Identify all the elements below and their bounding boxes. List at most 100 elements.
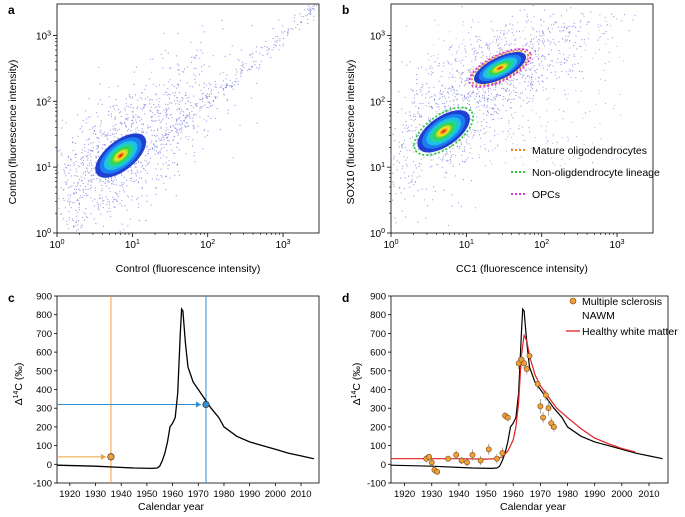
scatter-point [495, 96, 497, 98]
scatter-point [84, 146, 86, 148]
scatter-point [486, 122, 488, 124]
scatter-point [455, 38, 457, 40]
scatter-point [131, 195, 133, 197]
scatter-point [177, 123, 179, 125]
scatter-point [486, 42, 488, 44]
scatter-point [542, 55, 545, 57]
scatter-point [569, 68, 571, 71]
scatter-point [241, 65, 243, 67]
guide-arrowhead [100, 453, 106, 460]
scatter-point [491, 119, 493, 121]
scatter-point [567, 26, 569, 28]
scatter-point [111, 177, 113, 179]
scatter-point [492, 149, 494, 151]
scatter-point [443, 105, 445, 107]
scatter-point [157, 163, 159, 165]
scatter-point [88, 98, 90, 100]
scatter-point [162, 118, 164, 120]
scatter-point [439, 92, 441, 94]
scatter-point [168, 164, 170, 166]
scatter-point [104, 182, 106, 185]
scatter-point [133, 71, 135, 73]
scatter-point [580, 157, 582, 159]
scatter-point [68, 172, 70, 174]
scatter-point [188, 112, 191, 114]
scatter-point [82, 149, 84, 151]
scatter-point [459, 77, 461, 79]
scatter-point [535, 112, 537, 114]
scatter-point [569, 31, 571, 33]
scatter-point [126, 105, 128, 107]
scatter-point [413, 171, 415, 173]
scatter-point [542, 54, 544, 56]
scatter-point [190, 56, 193, 58]
scatter-point [597, 39, 599, 41]
scatter-point [604, 79, 607, 82]
scatter-point [513, 84, 515, 87]
scatter-point [562, 118, 564, 120]
scatter-point [186, 97, 188, 99]
scatter-point [86, 118, 88, 120]
scatter-point [235, 78, 238, 80]
x-tick-label: 1930 [421, 489, 442, 500]
scatter-point [200, 107, 202, 109]
scatter-point [89, 153, 91, 155]
scatter-point [175, 123, 177, 126]
scatter-point [397, 111, 399, 113]
scatter-point [546, 142, 548, 144]
scatter-point [306, 14, 309, 16]
x-tick-label: 1960 [162, 489, 183, 500]
scatter-point [135, 131, 137, 133]
scatter-point [521, 92, 524, 94]
scatter-point [181, 123, 184, 125]
scatter-point [446, 152, 448, 154]
scatter-point [438, 62, 440, 65]
scatter-point [559, 30, 561, 32]
scatter-point [414, 94, 416, 96]
scatter-point [448, 77, 450, 79]
scatter-point [90, 170, 92, 172]
scatter-point [542, 31, 544, 33]
scatter-point [404, 177, 406, 179]
scatter-point [99, 99, 102, 101]
scatter-point [196, 49, 198, 51]
scatter-point [393, 156, 395, 158]
scatter-point [393, 185, 395, 188]
scatter-point [144, 98, 146, 100]
scatter-point [83, 172, 85, 174]
scatter-point [490, 140, 492, 142]
scatter-point [81, 131, 84, 133]
scatter-point [259, 66, 261, 68]
scatter-point [475, 56, 477, 58]
scatter-point [561, 158, 563, 160]
scatter-point [136, 170, 138, 172]
scatter-point [543, 34, 545, 36]
scatter-point [193, 127, 195, 129]
scatter-point [546, 64, 549, 66]
scatter-point [101, 197, 104, 199]
scatter-point [568, 138, 570, 140]
scatter-point [135, 162, 137, 164]
scatter-point [193, 56, 195, 58]
scatter-point [542, 81, 544, 83]
scatter-point [166, 156, 168, 158]
scatter-point [471, 93, 473, 95]
scatter-point [475, 50, 477, 52]
scatter-point [482, 54, 484, 56]
scatter-point [168, 81, 170, 83]
scatter-point [210, 84, 212, 86]
scatter-point [242, 63, 244, 65]
scatter-point [464, 45, 466, 47]
scatter-point [161, 120, 163, 122]
panel-c-ylabel: Δ14C (‰) [13, 363, 25, 406]
scatter-point [461, 72, 463, 74]
scatter-point [479, 62, 482, 64]
scatter-point [521, 77, 524, 79]
scatter-point [192, 120, 194, 122]
scatter-point [141, 98, 143, 100]
scatter-point [309, 10, 311, 12]
scatter-point [489, 127, 491, 129]
scatter-point [88, 139, 90, 141]
x-tick-label: 100 [383, 239, 398, 251]
scatter-point [99, 83, 101, 85]
